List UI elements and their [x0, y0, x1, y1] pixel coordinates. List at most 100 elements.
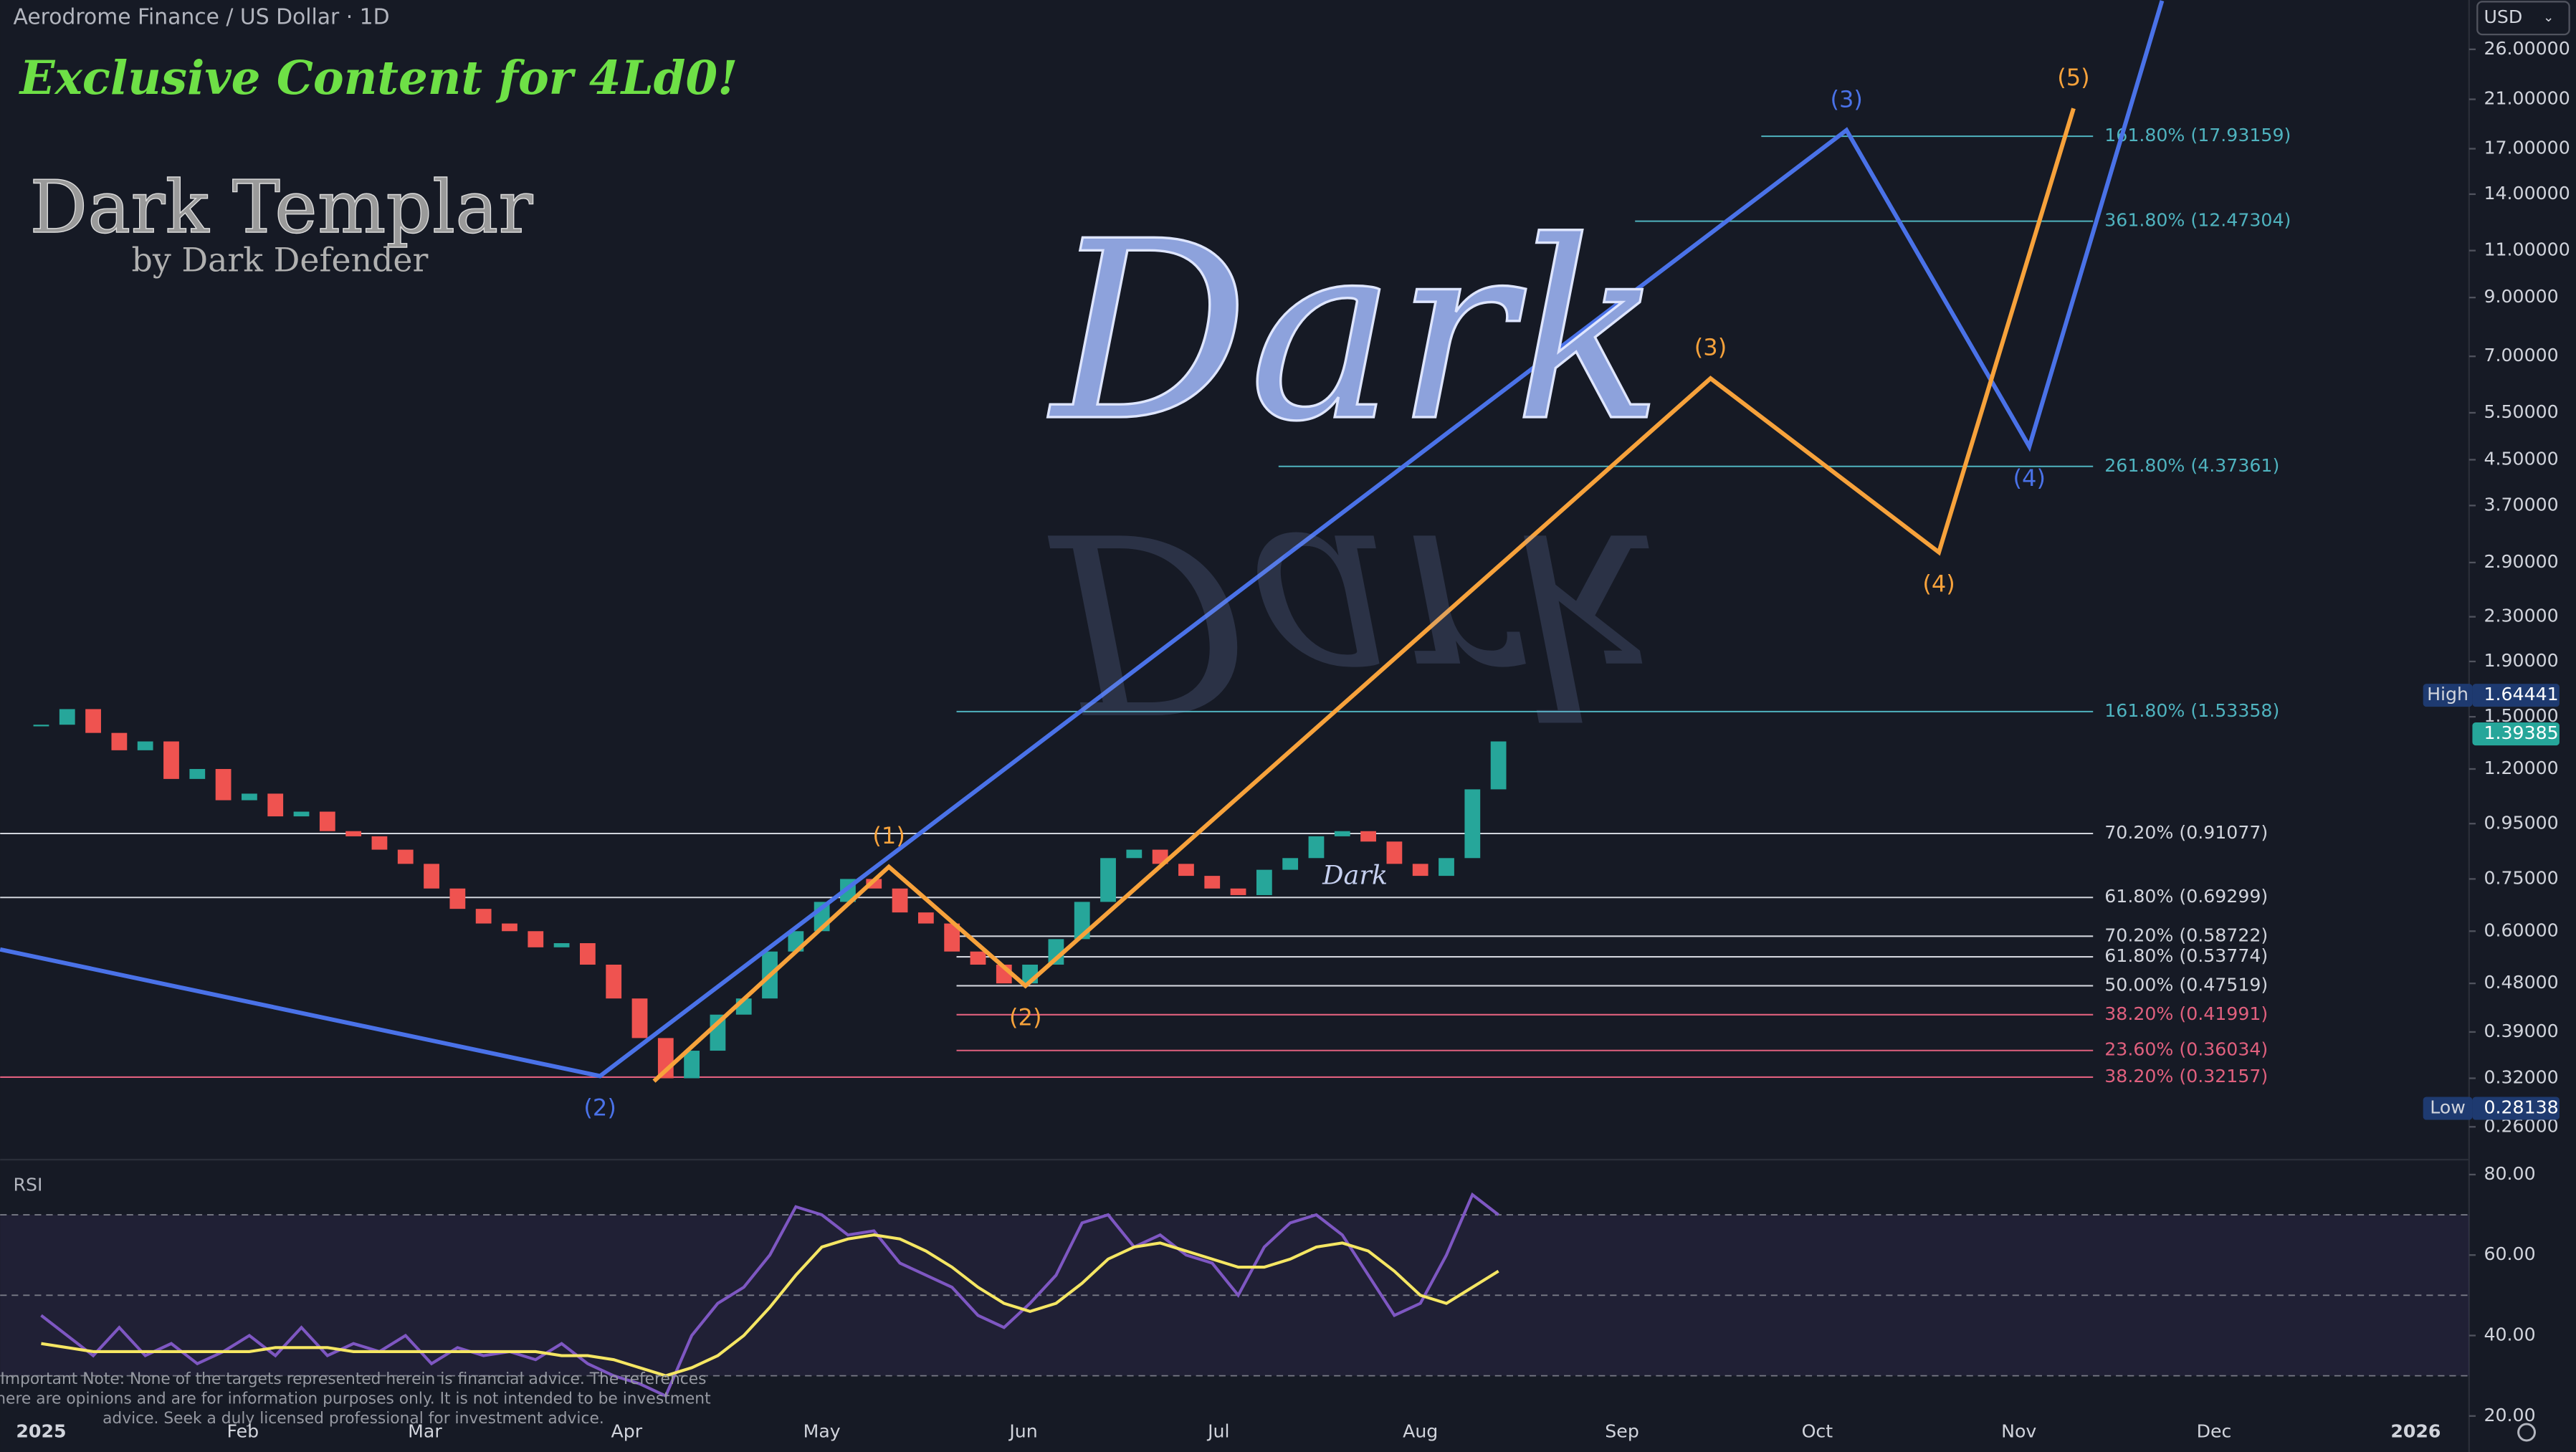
y-tick-label: 5.50000 — [2484, 401, 2558, 422]
wave-line — [652, 108, 2076, 1083]
candle — [475, 909, 492, 924]
chart-title: Aerodrome Finance / US Dollar · 1D — [14, 5, 390, 30]
y-tick-label: 9.00000 — [2484, 286, 2558, 307]
fib-label: 61.80% (0.53774) — [2104, 945, 2268, 966]
x-tick-label: Mar — [408, 1420, 442, 1441]
currency-caret[interactable]: ⌄ — [2543, 10, 2554, 25]
price-tag-label: Low — [2430, 1097, 2466, 1117]
y-tick-label: 20.00 — [2484, 1405, 2535, 1425]
disclaimer-line: advice. Seek a duly licensed professiona… — [102, 1410, 604, 1428]
watermark-logo: Dark Templar — [29, 165, 533, 249]
candle — [267, 793, 284, 817]
x-tick-label: Nov — [2001, 1420, 2036, 1441]
y-tick-label: 0.60000 — [2484, 920, 2558, 940]
candle — [397, 849, 414, 864]
price-tag-label-bg — [2423, 684, 2473, 707]
candle — [553, 943, 570, 947]
currency-button[interactable] — [2476, 1, 2570, 36]
x-tick-label: Oct — [1802, 1420, 1833, 1441]
candle — [137, 741, 153, 750]
x-tick-label: Feb — [227, 1420, 259, 1441]
price-tag — [2472, 722, 2560, 746]
fib-label: 50.00% (0.47519) — [2104, 974, 2268, 995]
fib-label: 261.80% (4.37361) — [2104, 455, 2279, 476]
wave-label: (2) — [1009, 1003, 1041, 1031]
candle — [1204, 876, 1221, 889]
candle — [242, 793, 257, 801]
y-tick-label: 60.00 — [2484, 1243, 2535, 1264]
candle — [1439, 858, 1454, 877]
candle — [85, 709, 101, 733]
candle — [1282, 858, 1299, 870]
rsi-title: RSI — [14, 1175, 43, 1195]
fib-label: 70.20% (0.91077) — [2104, 822, 2268, 843]
settings-icon[interactable] — [2517, 1423, 2537, 1442]
candle — [59, 709, 75, 725]
candle — [606, 964, 622, 999]
y-tick-label: 11.00000 — [2484, 239, 2570, 260]
fib-label: 23.60% (0.36034) — [2104, 1039, 2268, 1060]
y-tick-label: 0.75000 — [2484, 867, 2558, 888]
rsi-line — [41, 1233, 1499, 1377]
watermark-subtitle: by Dark Defender — [132, 241, 429, 280]
candle — [1490, 741, 1507, 790]
y-tick-label: 21.00000 — [2484, 88, 2570, 109]
candle — [1126, 849, 1142, 859]
plot-layer: 161.80% (17.93159) 361.80% (12.47304) 261.… — [0, 0, 2476, 1417]
candle — [970, 951, 986, 965]
y-tick-label: 0.95000 — [2484, 812, 2558, 833]
y-tick-label: 17.00000 — [2484, 138, 2570, 158]
price-tag — [2472, 684, 2560, 707]
x-tick-label: Jun — [1008, 1420, 1037, 1441]
x-tick-label: Sep — [1605, 1420, 1639, 1441]
y-tick-label: 4.50000 — [2484, 448, 2558, 469]
candle — [1048, 939, 1064, 965]
candle — [345, 831, 362, 836]
candle — [1334, 831, 1350, 836]
fib-label: 70.20% (0.58722) — [2104, 925, 2268, 945]
candle — [319, 811, 335, 831]
fib-label: 161.80% (1.53358) — [2104, 700, 2279, 721]
candle — [892, 888, 908, 913]
candle — [163, 741, 179, 779]
y-tick-label: 40.00 — [2484, 1324, 2535, 1344]
fib-label: 161.80% (17.93159) — [2104, 125, 2291, 145]
candle — [1100, 858, 1116, 902]
x-tick-label: Aug — [1403, 1420, 1438, 1441]
candle — [710, 1014, 726, 1051]
disclaimer-line: Important Note: None of the targets repr… — [0, 1370, 706, 1388]
candle — [1256, 869, 1272, 895]
candle — [917, 912, 934, 924]
y-tick-label: 2.30000 — [2484, 606, 2558, 626]
x-tick-label: 2025 — [16, 1420, 66, 1441]
candle — [580, 943, 596, 965]
candle — [1230, 888, 1246, 895]
candle — [1412, 864, 1428, 877]
watermark-big: Dark — [1048, 189, 1664, 476]
y-tick-label: 14.00000 — [2484, 183, 2570, 204]
x-tick-label: May — [803, 1420, 841, 1441]
disclaimer-line: here are opinions and are for informatio… — [0, 1390, 711, 1408]
fib-label: 38.20% (0.41991) — [2104, 1003, 2268, 1024]
fib-label: 38.20% (0.32157) — [2104, 1066, 2268, 1086]
x-tick-label: Jul — [1206, 1420, 1229, 1441]
price-tag-value: 0.28138 — [2484, 1097, 2558, 1117]
y-tick-label: 0.39000 — [2484, 1021, 2558, 1041]
price-tag-value: 1.64441 — [2484, 684, 2558, 704]
currency-label[interactable]: USD — [2484, 6, 2522, 27]
candle — [502, 923, 517, 932]
candle — [1360, 831, 1376, 842]
y-tick-label: 0.32000 — [2484, 1067, 2558, 1088]
y-tick-label: 3.70000 — [2484, 494, 2558, 515]
wave-label: (3) — [1830, 85, 1862, 113]
y-tick-label: 1.90000 — [2484, 650, 2558, 671]
watermark-text: Exclusive Content for 4Ld0! — [19, 52, 738, 105]
candle — [189, 768, 206, 779]
price-tag-label-bg — [2423, 1097, 2473, 1120]
wave-label: (3) — [1694, 334, 1727, 361]
candle — [371, 836, 388, 850]
y-tick-label: 2.90000 — [2484, 551, 2558, 572]
